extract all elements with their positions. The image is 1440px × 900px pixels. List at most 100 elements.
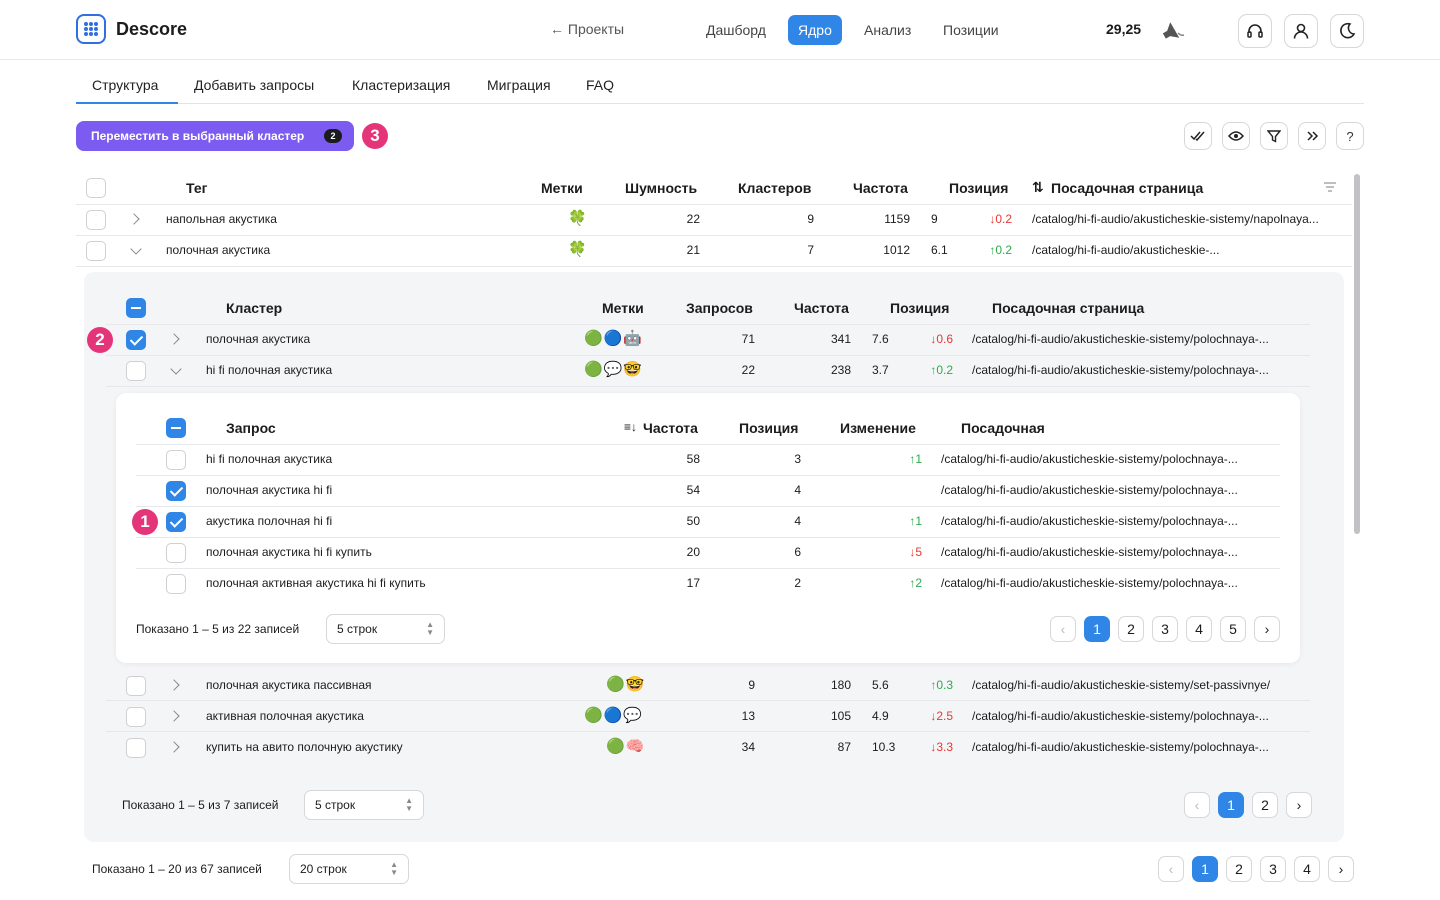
page-4-button[interactable]: 4 xyxy=(1294,856,1320,882)
position-change: ↓2.5 xyxy=(930,709,953,723)
landing-url[interactable]: /catalog/hi-fi-audio/akusticheskie-siste… xyxy=(972,740,1269,754)
row-checkbox[interactable] xyxy=(86,210,106,230)
tab-clustering[interactable]: Кластеризация xyxy=(352,77,451,93)
double-check-icon[interactable] xyxy=(1184,122,1212,150)
frequency-value: 20 xyxy=(686,545,700,559)
query-checkbox[interactable] xyxy=(166,450,186,470)
page-3-button[interactable]: 3 xyxy=(1152,616,1178,642)
query-checkbox[interactable] xyxy=(166,512,186,532)
cluster-name[interactable]: полочная акустика xyxy=(206,332,311,346)
moon-icon[interactable] xyxy=(1330,14,1364,48)
column-filter-icon[interactable] xyxy=(1324,182,1336,192)
cluster-checkbox[interactable] xyxy=(126,676,146,696)
rows-per-page-select[interactable]: 20 строк ▲ ▼ xyxy=(289,854,409,884)
page-2-button[interactable]: 2 xyxy=(1118,616,1144,642)
next-page-button[interactable]: › xyxy=(1254,616,1280,642)
select-all-checkbox[interactable] xyxy=(86,178,106,198)
back-to-projects-link[interactable]: ← Проекты xyxy=(550,21,625,37)
frequency-value: 180 xyxy=(830,678,851,692)
select-all-queries-checkbox[interactable] xyxy=(166,418,186,438)
next-page-button[interactable]: › xyxy=(1328,856,1354,882)
cluster-name[interactable]: hi fi полочная акустика xyxy=(206,363,333,377)
double-chevron-icon[interactable] xyxy=(1298,122,1326,150)
landing-url[interactable]: /catalog/hi-fi-audio/akusticheskie-siste… xyxy=(1032,212,1319,226)
col-position: Позиция xyxy=(949,180,1009,196)
headset-icon[interactable] xyxy=(1238,14,1272,48)
step-marker-3: 3 xyxy=(362,123,388,149)
change-value: ↑2 xyxy=(909,576,922,590)
page-3-button[interactable]: 3 xyxy=(1260,856,1286,882)
rows-per-page-select[interactable]: 5 строк ▲ ▼ xyxy=(304,790,424,820)
row-checkbox[interactable] xyxy=(86,241,106,261)
tab-faq[interactable]: FAQ xyxy=(586,77,615,93)
tag-name[interactable]: напольная акустика xyxy=(166,212,277,226)
position-value: 2 xyxy=(794,576,801,590)
next-page-button[interactable]: › xyxy=(1286,792,1312,818)
cluster-name[interactable]: купить на авито полочную акустику xyxy=(206,740,403,754)
tag-name[interactable]: полочная акустика xyxy=(166,243,271,257)
filter-icon[interactable] xyxy=(1260,122,1288,150)
cluster-name[interactable]: активная полочная акустика xyxy=(206,709,364,723)
nav-positions[interactable]: Позиции xyxy=(943,22,999,38)
col-tag: Тег xyxy=(186,180,208,196)
tab-migration[interactable]: Миграция xyxy=(487,77,551,93)
landing-url[interactable]: /catalog/hi-fi-audio/akusticheskie-siste… xyxy=(941,483,1238,497)
landing-url[interactable]: /catalog/hi-fi-audio/akusticheskie-siste… xyxy=(972,363,1269,377)
query-checkbox[interactable] xyxy=(166,543,186,563)
page-1-button[interactable]: 1 xyxy=(1084,616,1110,642)
col-change: Изменение xyxy=(840,420,916,436)
collapse-chevron-icon[interactable] xyxy=(130,243,142,255)
queries-value: 22 xyxy=(741,363,755,377)
vertical-scrollbar[interactable] xyxy=(1354,174,1360,534)
nav-dashboard[interactable]: Дашборд xyxy=(706,22,766,38)
prev-page-button[interactable]: ‹ xyxy=(1158,856,1184,882)
landing-url[interactable]: /catalog/hi-fi-audio/akusticheskie-siste… xyxy=(972,332,1269,346)
query-checkbox[interactable] xyxy=(166,574,186,594)
eye-icon[interactable] xyxy=(1222,122,1250,150)
move-to-cluster-button[interactable]: Переместить в выбранный кластер 2 xyxy=(76,121,354,151)
sort-desc-icon[interactable]: ≡↓ xyxy=(624,420,638,434)
tab-structure[interactable]: Структура xyxy=(92,77,159,93)
page-1-button[interactable]: 1 xyxy=(1218,792,1244,818)
queries-value: 13 xyxy=(741,709,755,723)
rows-per-page-select[interactable]: 5 строк ▲ ▼ xyxy=(326,614,445,644)
landing-url[interactable]: /catalog/hi-fi-audio/akusticheskie-siste… xyxy=(941,452,1238,466)
landing-url[interactable]: /catalog/hi-fi-audio/akusticheskie-siste… xyxy=(941,576,1238,590)
tab-add-queries[interactable]: Добавить запросы xyxy=(194,77,315,93)
landing-url[interactable]: /catalog/hi-fi-audio/akusticheskie-siste… xyxy=(941,545,1238,559)
col-labels: Метки xyxy=(602,300,644,316)
landing-url[interactable]: /catalog/hi-fi-audio/akusticheskie-siste… xyxy=(972,709,1269,723)
cluster-name[interactable]: полочная акустика пассивная xyxy=(206,678,372,692)
select-all-clusters-checkbox[interactable] xyxy=(126,298,146,318)
page-5-button[interactable]: 5 xyxy=(1220,616,1246,642)
expand-chevron-icon[interactable] xyxy=(128,213,140,225)
nav-core[interactable]: Ядро xyxy=(788,15,842,45)
col-query: Запрос xyxy=(226,420,276,436)
page-2-button[interactable]: 2 xyxy=(1226,856,1252,882)
user-icon[interactable] xyxy=(1284,14,1318,48)
query-checkbox[interactable] xyxy=(166,481,186,501)
prev-page-button[interactable]: ‹ xyxy=(1050,616,1076,642)
sort-icon[interactable]: ⇅ xyxy=(1032,179,1044,195)
nav-analysis[interactable]: Анализ xyxy=(864,22,912,38)
cluster-checkbox[interactable] xyxy=(126,330,146,350)
rows-per-page-value: 5 строк xyxy=(337,622,378,636)
logo-icon[interactable] xyxy=(76,14,106,44)
step-marker-2: 2 xyxy=(87,327,113,353)
frequency-value: 1159 xyxy=(884,212,910,226)
landing-url[interactable]: /catalog/hi-fi-audio/akusticheskie-siste… xyxy=(941,514,1238,528)
cluster-checkbox[interactable] xyxy=(126,707,146,727)
col-clusters: Кластеров xyxy=(738,180,812,196)
cluster-checkbox[interactable] xyxy=(126,361,146,381)
landing-url[interactable]: /catalog/hi-fi-audio/akusticheskie-siste… xyxy=(972,678,1271,692)
cluster-checkbox[interactable] xyxy=(126,738,146,758)
page-2-button[interactable]: 2 xyxy=(1252,792,1278,818)
help-icon[interactable]: ? xyxy=(1336,122,1364,150)
speaker-icon[interactable] xyxy=(1160,19,1186,43)
frequency-value: 58 xyxy=(686,452,700,466)
page-4-button[interactable]: 4 xyxy=(1186,616,1212,642)
page-1-button[interactable]: 1 xyxy=(1192,856,1218,882)
position-value: 4 xyxy=(794,483,801,497)
prev-page-button[interactable]: ‹ xyxy=(1184,792,1210,818)
landing-url[interactable]: /catalog/hi-fi-audio/akusticheskie-... xyxy=(1032,243,1220,257)
